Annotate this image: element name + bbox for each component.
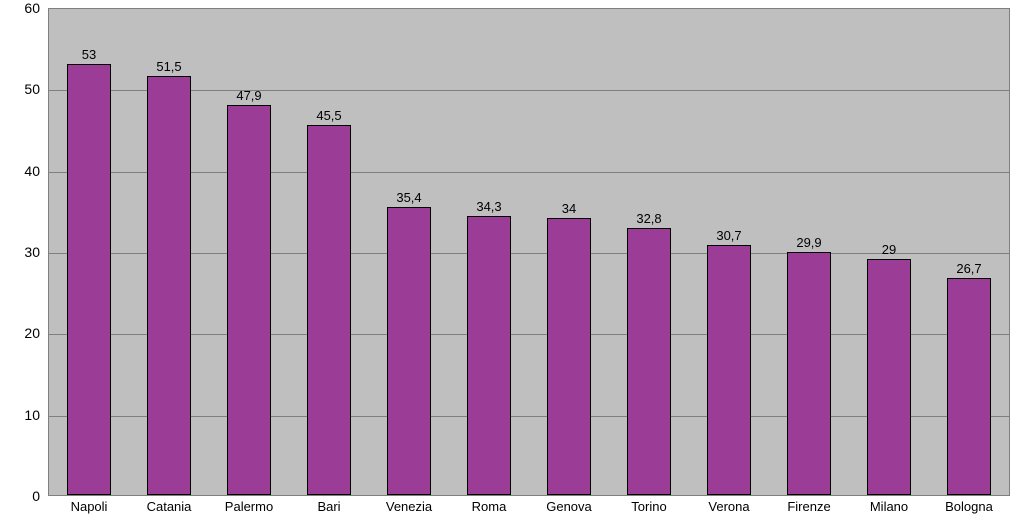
bar-slot: 51,5Catania — [129, 9, 209, 495]
bar — [467, 216, 511, 495]
y-tick-label: 20 — [0, 325, 40, 341]
x-tick-label: Bologna — [945, 499, 993, 514]
bar-value-label: 35,4 — [396, 190, 421, 205]
bar — [707, 245, 751, 495]
bar-value-label: 53 — [82, 47, 96, 62]
bar-slot: 29,9Firenze — [769, 9, 849, 495]
bar-slot: 29Milano — [849, 9, 929, 495]
bars-row: 53Napoli51,5Catania47,9Palermo45,5Bari35… — [49, 9, 1009, 495]
bar-slot: 45,5Bari — [289, 9, 369, 495]
x-tick-label: Torino — [631, 499, 666, 514]
bar — [227, 105, 271, 495]
y-tick-label: 60 — [0, 0, 40, 16]
bar-value-label: 34,3 — [476, 199, 501, 214]
bar-value-label: 34 — [562, 201, 576, 216]
bar-value-label: 29 — [882, 242, 896, 257]
bar — [67, 64, 111, 495]
bar — [307, 125, 351, 495]
x-tick-label: Verona — [708, 499, 749, 514]
x-tick-label: Catania — [147, 499, 192, 514]
bar-value-label: 30,7 — [716, 228, 741, 243]
y-tick-label: 10 — [0, 407, 40, 423]
bar — [627, 228, 671, 495]
x-tick-label: Roma — [472, 499, 507, 514]
x-tick-label: Napoli — [71, 499, 108, 514]
x-tick-label: Genova — [546, 499, 592, 514]
bar — [387, 207, 431, 495]
plot-area: 53Napoli51,5Catania47,9Palermo45,5Bari35… — [48, 8, 1010, 496]
x-tick-label: Firenze — [787, 499, 830, 514]
bar-value-label: 47,9 — [236, 88, 261, 103]
bar-slot: 32,8Torino — [609, 9, 689, 495]
y-tick-label: 40 — [0, 163, 40, 179]
bar — [547, 218, 591, 495]
bar — [947, 278, 991, 495]
bar-value-label: 45,5 — [316, 108, 341, 123]
x-tick-label: Palermo — [225, 499, 273, 514]
y-tick-label: 50 — [0, 81, 40, 97]
bar-value-label: 51,5 — [156, 59, 181, 74]
x-tick-label: Venezia — [386, 499, 432, 514]
bar — [787, 252, 831, 495]
bar-value-label: 29,9 — [796, 235, 821, 250]
bar-slot: 34Genova — [529, 9, 609, 495]
bar-slot: 53Napoli — [49, 9, 129, 495]
bar-slot: 26,7Bologna — [929, 9, 1009, 495]
bar-value-label: 26,7 — [956, 261, 981, 276]
bar — [147, 76, 191, 495]
bar-value-label: 32,8 — [636, 211, 661, 226]
bar-slot: 47,9Palermo — [209, 9, 289, 495]
bar-chart: 53Napoli51,5Catania47,9Palermo45,5Bari35… — [0, 0, 1024, 526]
bar-slot: 34,3Roma — [449, 9, 529, 495]
bar — [867, 259, 911, 495]
x-tick-label: Milano — [870, 499, 908, 514]
y-tick-label: 30 — [0, 244, 40, 260]
y-tick-label: 0 — [0, 488, 40, 504]
x-tick-label: Bari — [317, 499, 340, 514]
bar-slot: 30,7Verona — [689, 9, 769, 495]
bar-slot: 35,4Venezia — [369, 9, 449, 495]
